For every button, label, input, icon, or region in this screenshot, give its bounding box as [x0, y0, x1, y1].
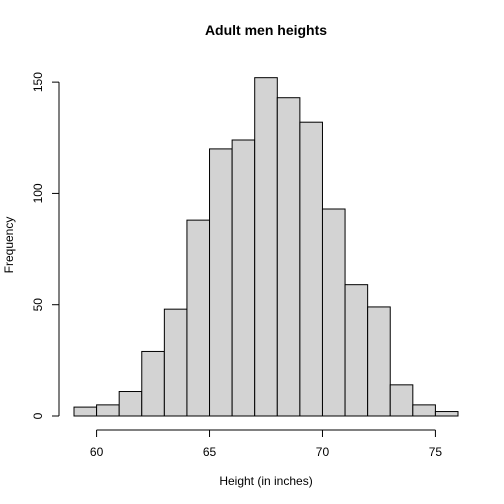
x-tick-label: 60 [90, 445, 104, 459]
histogram-bar [254, 77, 278, 417]
histogram-bar [231, 139, 256, 417]
histogram-bar [141, 350, 165, 417]
y-tick-label: 50 [31, 298, 45, 312]
histogram-bar [434, 411, 459, 417]
histogram-bar [389, 384, 414, 417]
y-tick-label: 150 [31, 72, 45, 92]
histogram-bar [367, 306, 391, 417]
histogram-bar [209, 148, 233, 417]
histogram-bar [163, 308, 188, 417]
histogram-bar [412, 404, 436, 417]
x-tick-label: 65 [203, 445, 217, 459]
x-axis: 60 65 70 75 [90, 429, 443, 459]
x-axis-label: Height (in inches) [219, 474, 312, 488]
histogram-bar [344, 284, 369, 417]
histogram-bar [96, 404, 120, 417]
histogram-bar [299, 121, 323, 417]
histogram-bar [73, 406, 98, 417]
histogram-bar [276, 97, 301, 417]
y-tick-label: 100 [31, 183, 45, 203]
histogram-bar [321, 208, 346, 417]
x-tick-label: 70 [316, 445, 330, 459]
histogram-bar [186, 219, 211, 417]
y-axis: 0 50 100 150 [31, 72, 60, 419]
y-axis-label: Frequency [2, 217, 16, 274]
bars-group [73, 77, 459, 417]
x-tick-label: 75 [429, 445, 443, 459]
y-tick-label: 0 [31, 412, 45, 419]
histogram-bar [118, 391, 143, 417]
chart-title: Adult men heights [205, 22, 327, 38]
